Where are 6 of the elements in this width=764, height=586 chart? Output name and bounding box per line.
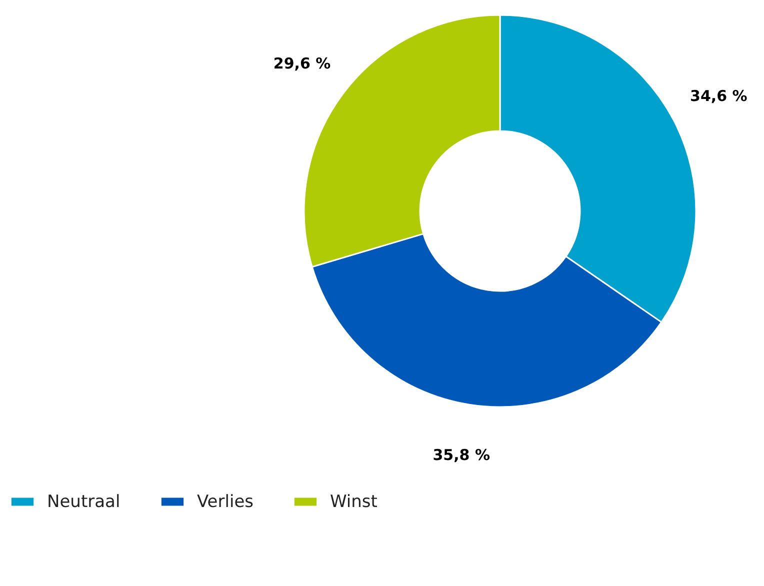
legend-label: Verlies <box>197 492 254 512</box>
data-label: 29,6 % <box>273 54 331 72</box>
legend-label: Neutraal <box>47 492 120 512</box>
legend-label: Winst <box>330 492 378 512</box>
data-label: 34,6 % <box>690 87 748 106</box>
data-label: 35,8 % <box>432 446 490 464</box>
